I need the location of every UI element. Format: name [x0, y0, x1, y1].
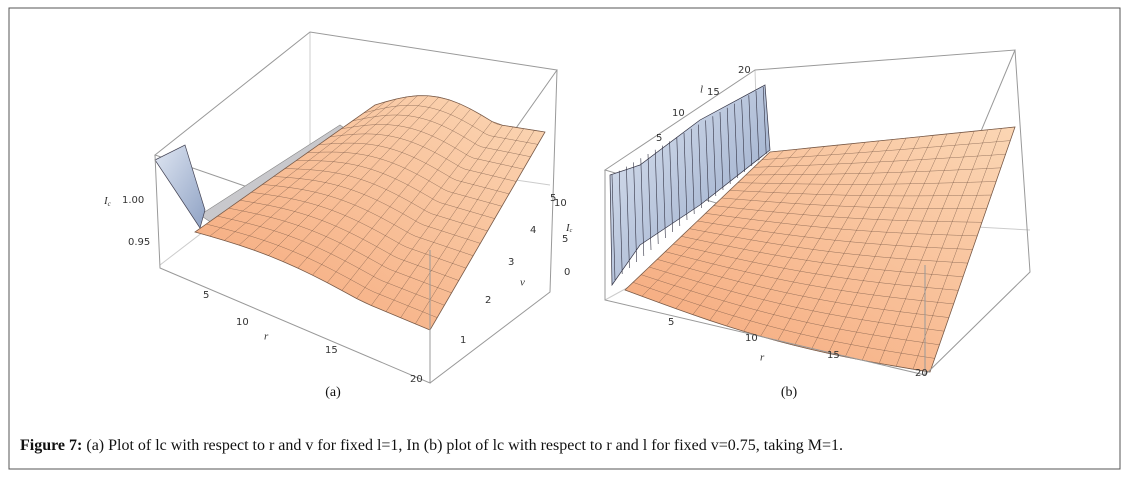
- spike-line: [698, 124, 702, 209]
- mesh-line: [329, 133, 517, 182]
- l-axis-label: l: [700, 84, 703, 96]
- caption: Figure 7: (a) Plot of lc with respect to…: [20, 437, 843, 454]
- mesh-line: [341, 114, 482, 291]
- mesh-line: [429, 131, 546, 331]
- z-axis-label: Ic: [103, 195, 112, 208]
- r-tick-label: 10: [236, 317, 249, 328]
- spike-line: [690, 128, 695, 215]
- mesh-line: [745, 167, 1001, 176]
- mesh-line: [769, 126, 1016, 153]
- v-axis-label: v: [520, 277, 525, 289]
- spike-line: [741, 99, 745, 173]
- r-tick-label: 5: [668, 317, 674, 328]
- z-tick-label: 0.95: [128, 237, 150, 248]
- z-tick-label: 5: [562, 234, 568, 245]
- z-tick-label: 1.00: [122, 195, 144, 206]
- mesh-line: [400, 128, 524, 318]
- l-tick-label: 5: [656, 133, 662, 144]
- panel-label: (a): [325, 385, 341, 400]
- panel-a-box-front: [154, 69, 558, 384]
- spike-line: [669, 141, 673, 233]
- r-axis-label: r: [760, 352, 765, 364]
- l-tick-label: 10: [672, 108, 685, 119]
- mesh-line: [296, 160, 495, 219]
- l-tick-label: 20: [738, 65, 751, 76]
- surface-fill: [194, 95, 546, 331]
- spike-line: [611, 174, 616, 281]
- mesh-line: [385, 126, 514, 312]
- l-tick-label: 15: [707, 87, 720, 98]
- z-tick-label: 0: [564, 267, 570, 278]
- spike-line: [734, 103, 738, 179]
- spike-line: [726, 107, 731, 185]
- spike: [154, 144, 206, 229]
- spike-line: [640, 158, 645, 257]
- r-axis-label: r: [264, 331, 269, 343]
- v-tick-label: 5: [550, 193, 556, 204]
- r-tick-label: 5: [203, 290, 209, 301]
- spike-line: [618, 170, 623, 275]
- spike-line: [626, 166, 630, 269]
- panel-b-box-front: [604, 49, 1031, 376]
- spike-line: [762, 86, 767, 155]
- mesh-line: [352, 114, 531, 157]
- r-tick-label: 20: [915, 368, 928, 379]
- r-tick-label: 15: [325, 345, 338, 356]
- mesh-line: [318, 142, 510, 195]
- v-tick-label: 4: [530, 225, 536, 236]
- mesh-line: [912, 128, 1002, 370]
- spike-line: [647, 153, 652, 251]
- spike-line: [719, 111, 724, 191]
- surface-a: [154, 95, 546, 331]
- mesh-line: [753, 153, 1006, 168]
- spike-line: [662, 145, 666, 239]
- mesh-line: [307, 151, 502, 207]
- z-axis-label: Ic: [565, 222, 573, 235]
- v-tick-label: 2: [485, 295, 491, 306]
- v-tick-label: 3: [508, 257, 514, 268]
- z-tick-label: 10: [554, 198, 567, 209]
- mesh-line: [356, 121, 493, 299]
- mesh-line: [761, 140, 1011, 160]
- mesh-line: [929, 126, 1016, 373]
- panel-label: (b): [781, 385, 798, 400]
- mesh-line: [374, 95, 546, 133]
- spike-line: [755, 90, 760, 161]
- spike-line: [748, 95, 753, 167]
- r-tick-label: 10: [745, 333, 758, 344]
- spike-line: [654, 149, 659, 245]
- r-tick-label: 15: [827, 350, 840, 361]
- spike-wall: [609, 84, 771, 287]
- spike-line: [705, 120, 709, 203]
- spike-line: [683, 132, 688, 221]
- v-tick-label: 1: [460, 335, 466, 346]
- mesh-line: [341, 124, 524, 170]
- spike-line: [712, 116, 717, 197]
- mesh-line: [363, 105, 538, 145]
- spike-line: [633, 162, 637, 263]
- spike-line: [676, 137, 681, 227]
- mesh-line: [326, 108, 471, 283]
- mesh-line: [415, 130, 535, 325]
- frame: [8, 7, 1121, 470]
- mesh-line: [371, 125, 503, 306]
- mesh-line: [284, 168, 488, 232]
- surface-b: [609, 84, 1016, 373]
- r-tick-label: 20: [410, 374, 423, 385]
- mesh-line: [895, 129, 989, 367]
